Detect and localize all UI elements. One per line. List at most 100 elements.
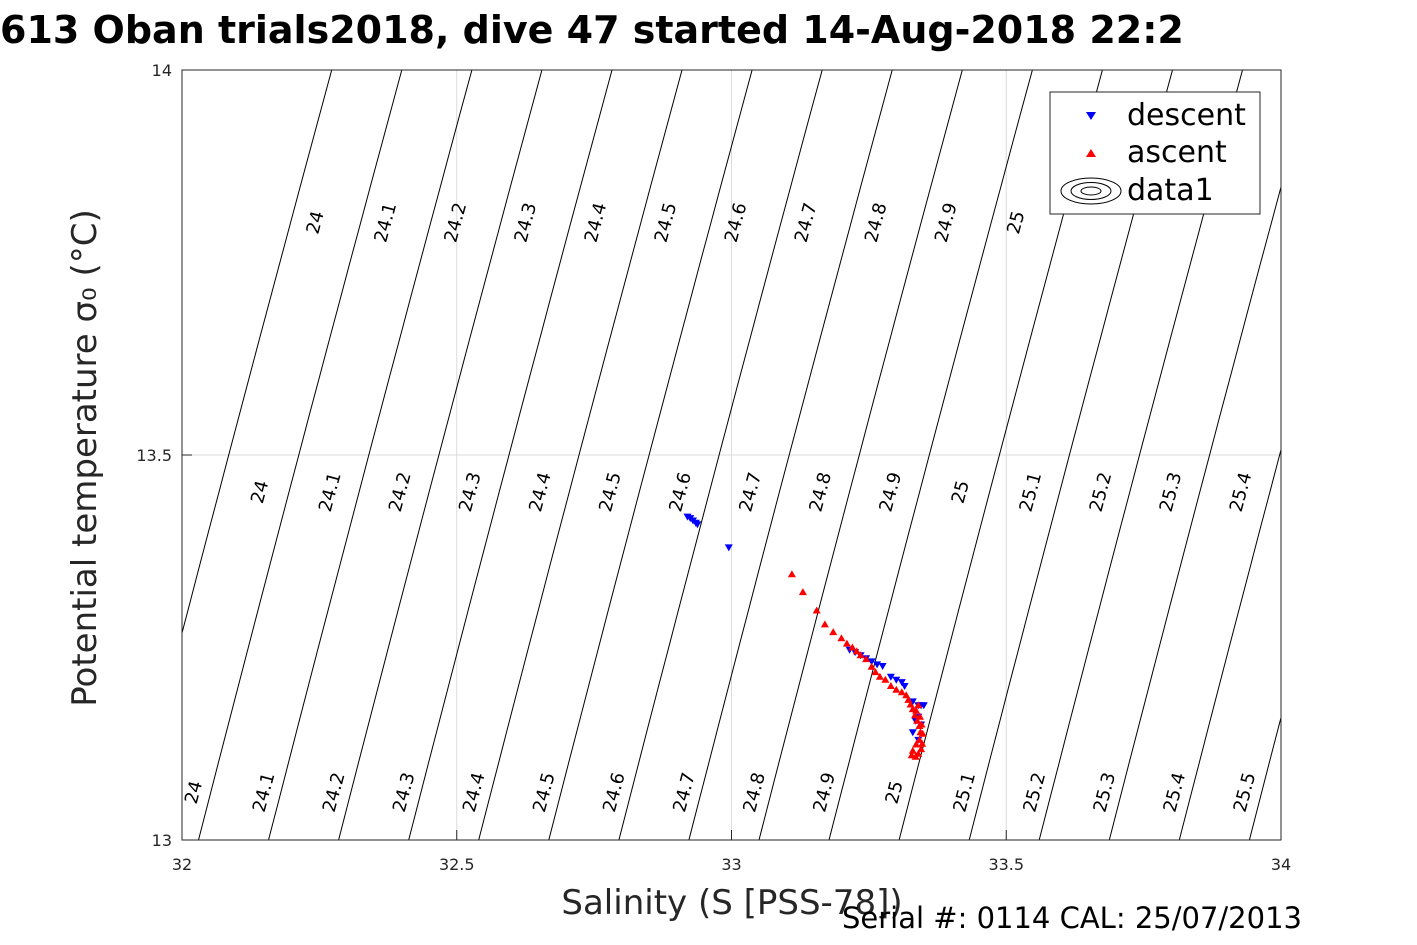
descent-point <box>878 663 887 670</box>
descent-point <box>900 683 909 690</box>
ascent-point <box>798 588 807 596</box>
legend-data1-label: data1 <box>1127 173 1214 208</box>
contour-label: 24.7 <box>735 470 766 514</box>
contour-label: 24 <box>247 478 273 506</box>
isopycnal-line <box>478 70 683 840</box>
contour-label: 24.2 <box>385 470 416 514</box>
contour-label: 25.2 <box>1086 470 1117 514</box>
contour-label: 25.4 <box>1160 770 1191 814</box>
y-tick-label: 14 <box>152 61 172 80</box>
ascent-point <box>914 749 923 757</box>
ascent-point <box>912 706 921 714</box>
isopycnal-line <box>182 70 333 635</box>
contour-label: 24.6 <box>665 470 696 514</box>
contour-label: 25.2 <box>1019 770 1050 814</box>
y-axis-label: Potential temperature σ₀ (°C) <box>65 209 105 707</box>
ascent-point <box>917 720 926 728</box>
isopycnal-line <box>618 70 823 840</box>
contour-label: 24.1 <box>249 770 280 814</box>
contour-label: 24.3 <box>389 770 420 814</box>
legend-ascent-label: ascent <box>1127 135 1227 170</box>
x-tick-label: 33.5 <box>988 855 1024 874</box>
x-tick-label: 33 <box>721 855 741 874</box>
ascent-point <box>848 643 857 651</box>
contour-label: 25 <box>882 779 908 807</box>
ascent-point <box>875 672 884 680</box>
x-tick-label: 32 <box>172 855 192 874</box>
ascent-point <box>787 570 796 578</box>
ascent-point <box>912 740 921 748</box>
contour-label: 24.7 <box>791 201 822 245</box>
descent-point <box>892 676 901 684</box>
contour-label: 24.3 <box>455 470 486 514</box>
isopycnal-line <box>268 70 473 840</box>
contour-label: 24.8 <box>739 770 770 814</box>
isopycnal-line <box>758 70 963 840</box>
y-axis-ticks: 13 13.5 14 <box>136 61 192 850</box>
isopycnal-line <box>1108 185 1281 840</box>
ascent-point <box>914 701 923 709</box>
descent-point <box>919 702 928 710</box>
contour-label: 24.5 <box>529 770 560 814</box>
isopycnal-line <box>1390 70 1417 840</box>
ascent-point <box>842 639 851 647</box>
contour-label: 24.1 <box>315 470 346 514</box>
contour-label: 24.4 <box>525 470 556 514</box>
data-series <box>683 513 928 760</box>
isopycnal-line <box>1320 70 1417 840</box>
descent-point <box>724 544 733 552</box>
x-axis-ticks: 32 32.5 33 33.5 34 <box>172 830 1291 874</box>
ascent-point <box>837 634 846 642</box>
ascent-point <box>856 651 865 659</box>
ascent-point <box>820 620 829 628</box>
x-tick-label: 34 <box>1271 855 1291 874</box>
contour-label: 25.4 <box>1226 470 1257 514</box>
x-tick-label: 32.5 <box>439 855 475 874</box>
ascent-point <box>917 745 926 753</box>
contour-label: 24 <box>303 209 329 237</box>
legend-box <box>1049 91 1261 215</box>
contour-label: 24.2 <box>440 200 471 244</box>
contour-label: 25.1 <box>1016 470 1047 514</box>
ascent-point <box>829 628 838 636</box>
isopycnal-line <box>1178 447 1281 840</box>
ascent-point <box>812 606 821 614</box>
contour-label: 24.4 <box>581 201 612 245</box>
legend-descent-marker <box>1086 112 1096 120</box>
ascent-point <box>897 688 906 696</box>
ascent-point <box>881 675 890 683</box>
contour-label: 24 <box>181 779 207 807</box>
isopycnal-line <box>548 70 753 840</box>
contour-label: 24.6 <box>721 201 752 245</box>
descent-point <box>886 673 895 681</box>
descent-point <box>908 729 917 737</box>
contour-label: 24.9 <box>809 770 840 814</box>
contour-label: 24.2 <box>319 770 350 814</box>
contour-label: 25 <box>948 478 974 506</box>
contour-label: 24.9 <box>875 470 906 514</box>
isopycnal-line <box>688 70 893 840</box>
contour-label: 24.7 <box>669 770 700 814</box>
legend: descent ascent data1 <box>1049 91 1261 215</box>
chart-title: 613 Oban trials2018, dive 47 started 14-… <box>0 8 1184 52</box>
isopycnal-line <box>408 70 613 840</box>
ascent-point <box>871 668 880 676</box>
contour-label: 25 <box>1003 209 1029 237</box>
ascent-point <box>918 729 927 737</box>
contour-label: 24.9 <box>931 201 962 245</box>
ascent-point <box>862 655 871 663</box>
contour-label: 24.5 <box>651 200 682 244</box>
y-tick-label: 13 <box>152 831 172 850</box>
contour-label: 24.3 <box>511 200 542 244</box>
isopycnal-line <box>828 70 1033 840</box>
contour-label: 24.1 <box>370 201 401 245</box>
ascent-point <box>915 735 924 743</box>
isopycnal-line <box>198 70 403 840</box>
y-tick-label: 13.5 <box>136 446 172 465</box>
legend-contour-icon <box>1060 177 1122 205</box>
contour-label: 24.5 <box>595 470 626 514</box>
ascent-point <box>886 682 895 689</box>
contour-label: 24.4 <box>459 770 490 814</box>
ascent-point <box>913 716 922 724</box>
